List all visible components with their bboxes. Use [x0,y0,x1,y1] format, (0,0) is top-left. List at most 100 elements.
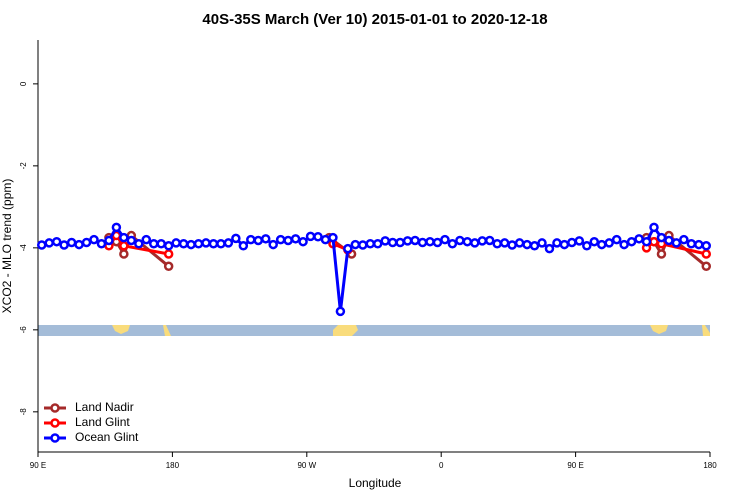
map-strip [38,325,710,336]
data-point [514,238,525,248]
data-point [462,236,473,247]
data-point [664,235,674,246]
data-point [81,237,92,248]
data-point [178,238,189,249]
y-tick-label: -6 [19,326,28,334]
y-axis-label: XCO2 - MLO trend (ppm) [0,179,14,314]
data-point [701,241,712,251]
x-tick-label: 90 E [30,461,46,470]
data-point [395,237,405,248]
data-point [679,234,689,245]
land-patch [333,325,358,336]
data-point [387,237,398,248]
data-point [492,238,502,249]
data-point [649,236,659,247]
land-patch [702,325,710,336]
data-point [44,238,54,248]
data-point [246,234,256,245]
data-point [537,238,547,248]
data-point [141,234,152,245]
data-point [529,241,540,251]
data-point [253,235,264,246]
data-point [343,243,353,254]
x-tick-label: 180 [703,461,717,470]
land-patch [112,325,130,334]
data-point [440,234,450,245]
data-point [298,236,308,247]
data-point [589,236,600,247]
data-point [611,234,622,245]
x-tick-label: 0 [439,461,444,470]
data-point [66,237,77,248]
data-point [231,233,241,244]
x-axis-label: Longitude [349,476,402,490]
data-point [104,235,114,246]
data-point [544,243,555,254]
data-point [36,240,47,250]
data-point [499,238,510,248]
data-point [335,306,346,317]
ocean-strip [38,325,710,336]
data-point [283,235,293,246]
data-point [201,238,211,248]
data-point [641,236,652,247]
data-point [402,236,413,246]
legend-marker [50,403,60,413]
x-tick-label: 180 [166,461,180,470]
y-tick-label: -8 [19,408,28,416]
data-point [119,232,129,243]
legend-marker [50,418,60,428]
data-point [290,234,301,244]
data-point [649,222,659,233]
data-point [380,236,390,246]
data-point [522,239,532,250]
x-tick-label: 90 E [567,461,583,470]
data-point [119,241,129,251]
data-point [163,241,174,251]
data-point [126,235,137,246]
data-point [320,234,331,245]
data-point [111,222,122,233]
data-point [470,238,480,248]
data-point [305,231,316,242]
data-point [574,236,585,246]
data-point [51,236,62,247]
land-patch [163,325,171,336]
data-point [455,235,465,246]
data-point [119,249,129,259]
data-point [626,236,637,247]
data-point [328,232,338,243]
data-point [59,240,69,250]
data-point [350,239,361,250]
legend-marker [50,433,60,443]
data-point [96,238,107,249]
data-point [552,238,562,248]
legend-label: Land Nadir [75,400,134,414]
data-point [313,232,323,242]
data-point [596,239,607,250]
data-point [604,238,614,248]
data-point [74,239,84,250]
data-point [619,239,629,250]
data-point [171,238,181,248]
data-point [89,234,99,245]
data-point [238,241,249,251]
data-point [372,238,383,249]
data-point [134,238,144,249]
data-point [634,234,644,244]
data-point [260,234,271,244]
data-point [694,239,704,250]
data-point [567,237,577,248]
data-point [208,238,219,249]
data-point [358,240,368,250]
data-point [656,232,667,243]
data-point [432,237,443,248]
data-point [417,237,428,248]
data-point [410,235,420,246]
data-point [365,238,376,249]
data-point [447,238,458,249]
data-point [686,238,697,249]
y-tick-label: -2 [19,162,28,170]
